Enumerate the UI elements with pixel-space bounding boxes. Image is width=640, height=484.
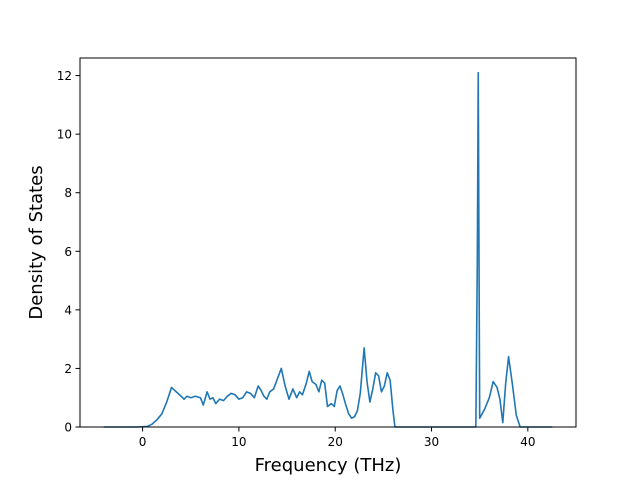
y-tick-label: 8 xyxy=(64,186,72,200)
x-tick-label: 30 xyxy=(424,435,439,449)
x-tick-label: 10 xyxy=(231,435,246,449)
x-tick-label: 20 xyxy=(328,435,343,449)
tick-layer: 0 10 20 30 40 0 2 4 6 8 10 12 xyxy=(57,69,536,449)
y-tick-label: 2 xyxy=(64,362,72,376)
y-tick-label: 6 xyxy=(64,245,72,259)
y-axis-label: Density of States xyxy=(26,165,47,319)
y-tick-label: 12 xyxy=(57,69,72,83)
dos-series-line xyxy=(103,71,553,428)
plot-frame xyxy=(79,57,577,428)
y-tick-label: 4 xyxy=(64,303,72,317)
x-tick-label: 40 xyxy=(520,435,535,449)
y-tick-label: 0 xyxy=(64,421,72,435)
y-tick-label: 10 xyxy=(57,128,72,142)
plot-layer xyxy=(103,71,553,428)
x-tick-label: 0 xyxy=(139,435,147,449)
x-axis-label: Frequency (THz) xyxy=(255,455,402,476)
